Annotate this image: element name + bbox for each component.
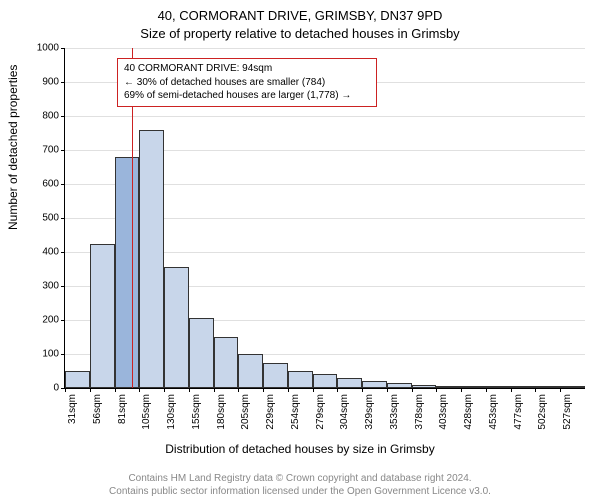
histogram-bar xyxy=(189,318,214,388)
y-tick-mark xyxy=(61,218,65,219)
x-tick-mark xyxy=(139,388,140,392)
x-tick-mark xyxy=(436,388,437,392)
x-tick-label: 205sqm xyxy=(240,394,251,430)
histogram-bar xyxy=(164,267,189,388)
x-tick-mark xyxy=(164,388,165,392)
x-tick-mark xyxy=(486,388,487,392)
x-tick-label: 31sqm xyxy=(67,394,78,424)
annotation-line1: 40 CORMORANT DRIVE: 94sqm xyxy=(124,62,370,76)
x-tick-mark xyxy=(313,388,314,392)
y-axis-label: Number of detached properties xyxy=(6,65,20,230)
x-tick-label: 56sqm xyxy=(92,394,103,424)
histogram-bar xyxy=(115,157,140,388)
x-tick-label: 180sqm xyxy=(216,394,227,430)
y-tick-label: 800 xyxy=(42,111,59,122)
x-tick-mark xyxy=(214,388,215,392)
histogram-bar xyxy=(288,371,313,388)
x-tick-mark xyxy=(263,388,264,392)
x-tick-label: 353sqm xyxy=(389,394,400,430)
y-tick-label: 100 xyxy=(42,349,59,360)
x-tick-label: 254sqm xyxy=(290,394,301,430)
x-tick-label: 81sqm xyxy=(117,394,128,424)
y-tick-mark xyxy=(61,354,65,355)
x-tick-mark xyxy=(535,388,536,392)
histogram-bar xyxy=(412,385,437,388)
x-tick-label: 527sqm xyxy=(562,394,573,430)
y-tick-mark xyxy=(61,252,65,253)
y-tick-mark xyxy=(61,150,65,151)
x-tick-mark xyxy=(387,388,388,392)
x-tick-label: 279sqm xyxy=(315,394,326,430)
y-tick-label: 500 xyxy=(42,213,59,224)
histogram-bar xyxy=(90,244,115,389)
attribution-footer: Contains HM Land Registry data © Crown c… xyxy=(0,473,600,498)
histogram-bar xyxy=(387,383,412,388)
y-tick-mark xyxy=(61,48,65,49)
x-tick-mark xyxy=(238,388,239,392)
histogram-bar xyxy=(560,386,585,388)
histogram-bar xyxy=(436,386,461,388)
y-tick-label: 1000 xyxy=(37,43,59,54)
annotation-line3: 69% of semi-detached houses are larger (… xyxy=(124,89,370,103)
histogram-bar xyxy=(461,386,486,388)
x-tick-label: 477sqm xyxy=(513,394,524,430)
annotation-box: 40 CORMORANT DRIVE: 94sqm← 30% of detach… xyxy=(117,58,377,107)
x-tick-label: 403sqm xyxy=(438,394,449,430)
x-tick-mark xyxy=(65,388,66,392)
x-tick-label: 229sqm xyxy=(265,394,276,430)
histogram-bar xyxy=(263,363,288,389)
x-tick-label: 378sqm xyxy=(414,394,425,430)
y-tick-label: 600 xyxy=(42,179,59,190)
histogram-bar xyxy=(65,371,90,388)
x-tick-label: 428sqm xyxy=(463,394,474,430)
y-tick-mark xyxy=(61,320,65,321)
x-tick-mark xyxy=(511,388,512,392)
title-subtitle: Size of property relative to detached ho… xyxy=(0,26,600,41)
footer-line2: Contains public sector information licen… xyxy=(109,486,491,497)
y-tick-label: 0 xyxy=(53,383,59,394)
x-tick-mark xyxy=(288,388,289,392)
histogram-bar xyxy=(139,130,164,388)
x-axis-label: Distribution of detached houses by size … xyxy=(0,442,600,456)
x-tick-mark xyxy=(337,388,338,392)
footer-line1: Contains HM Land Registry data © Crown c… xyxy=(128,473,471,484)
gridline xyxy=(65,116,585,117)
x-tick-label: 304sqm xyxy=(339,394,350,430)
x-tick-mark xyxy=(115,388,116,392)
x-tick-mark xyxy=(90,388,91,392)
y-tick-label: 900 xyxy=(42,77,59,88)
histogram-plot: 0100200300400500600700800900100031sqm56s… xyxy=(64,48,585,389)
histogram-bar xyxy=(486,386,511,388)
histogram-bar xyxy=(362,381,387,388)
histogram-bar xyxy=(511,386,536,388)
x-tick-label: 329sqm xyxy=(364,394,375,430)
y-tick-label: 700 xyxy=(42,145,59,156)
y-tick-mark xyxy=(61,116,65,117)
x-tick-label: 105sqm xyxy=(141,394,152,430)
y-tick-mark xyxy=(61,286,65,287)
x-tick-mark xyxy=(412,388,413,392)
y-tick-label: 400 xyxy=(42,247,59,258)
x-tick-label: 453sqm xyxy=(488,394,499,430)
annotation-line2: ← 30% of detached houses are smaller (78… xyxy=(124,76,370,90)
x-tick-label: 155sqm xyxy=(191,394,202,430)
y-tick-mark xyxy=(61,82,65,83)
x-tick-mark xyxy=(189,388,190,392)
histogram-bar xyxy=(337,378,362,388)
title-address: 40, CORMORANT DRIVE, GRIMSBY, DN37 9PD xyxy=(0,8,600,23)
histogram-bar xyxy=(313,374,338,388)
y-tick-label: 300 xyxy=(42,281,59,292)
gridline xyxy=(65,48,585,49)
y-tick-label: 200 xyxy=(42,315,59,326)
x-tick-mark xyxy=(362,388,363,392)
x-tick-mark xyxy=(461,388,462,392)
x-tick-mark xyxy=(560,388,561,392)
x-tick-label: 130sqm xyxy=(166,394,177,430)
histogram-bar xyxy=(238,354,263,388)
histogram-bar xyxy=(214,337,239,388)
histogram-bar xyxy=(535,386,560,388)
x-tick-label: 502sqm xyxy=(537,394,548,430)
y-tick-mark xyxy=(61,184,65,185)
